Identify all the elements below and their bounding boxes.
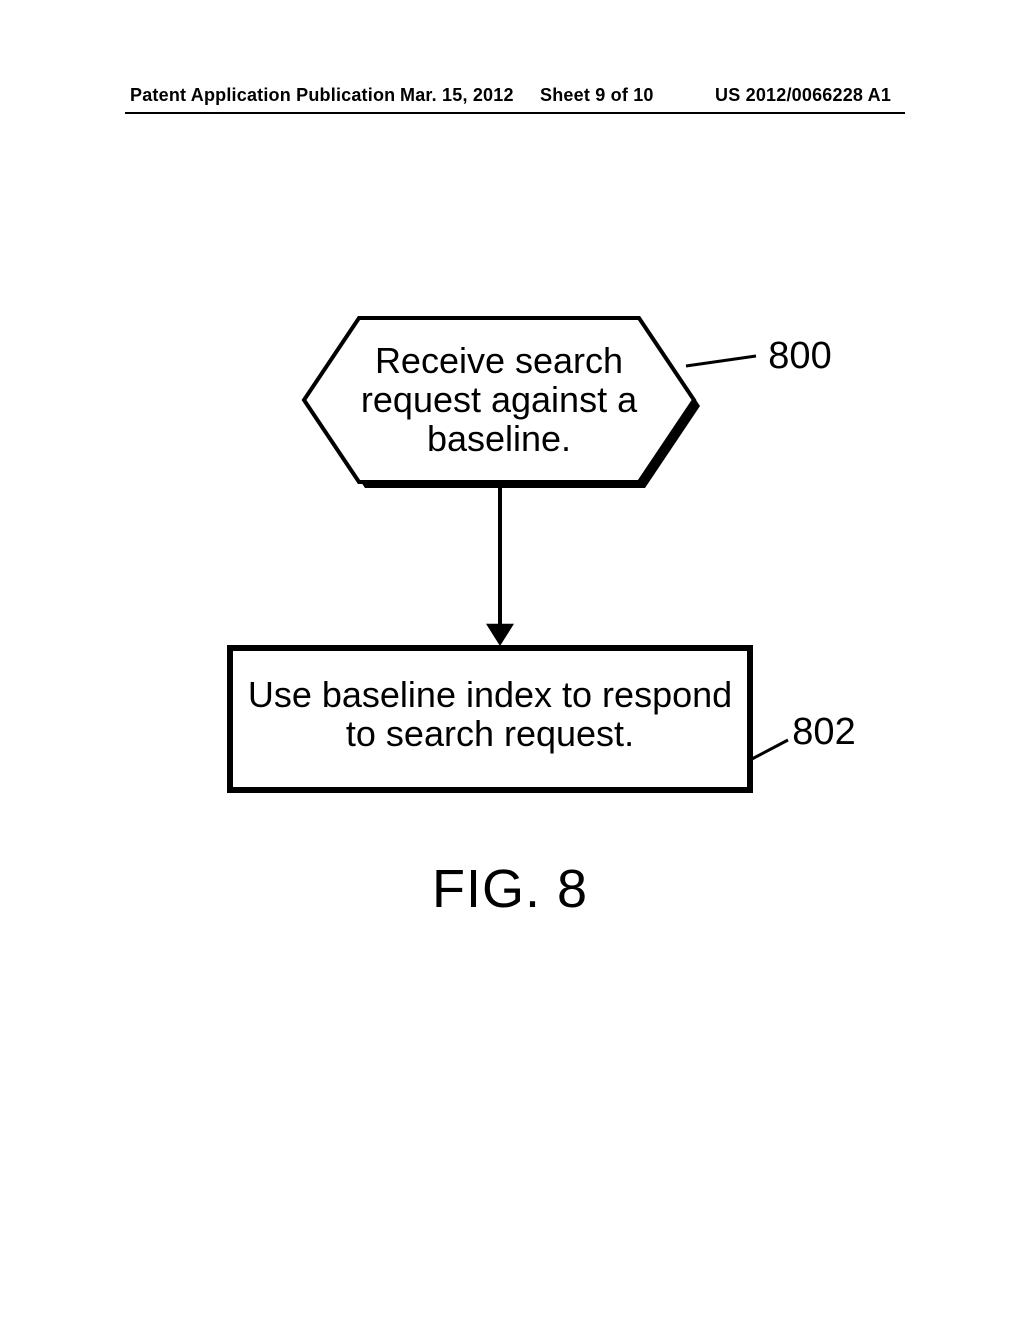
figure-label: FIG. 8 [410, 860, 610, 918]
flowchart-svg [0, 0, 1024, 1320]
node-receive-search-label: Receive searchrequest against abaseline. [304, 342, 694, 459]
page: Patent Application Publication Mar. 15, … [0, 0, 1024, 1320]
ref-800: 800 [760, 336, 840, 377]
ref-802: 802 [784, 712, 864, 753]
node-use-baseline-label: Use baseline index to respondto search r… [240, 676, 740, 754]
